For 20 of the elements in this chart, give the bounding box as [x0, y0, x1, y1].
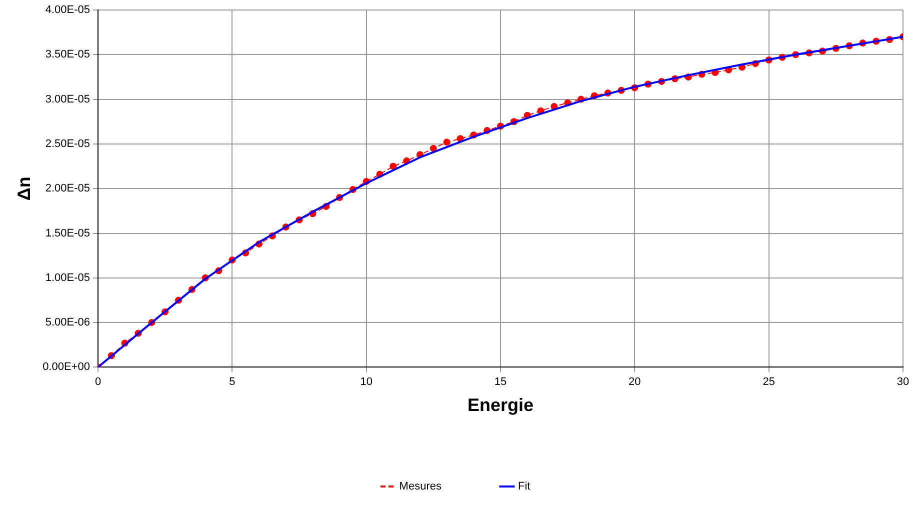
y-tick-label: 2.00E-05 [45, 182, 90, 195]
y-tick-label: 2.50E-05 [45, 138, 90, 150]
y-axis-title: Δn [14, 176, 34, 201]
y-tick-label: 5.00E-06 [45, 316, 90, 329]
y-tick-label: 1.50E-05 [45, 227, 90, 240]
x-tick-label: 5 [229, 376, 236, 388]
x-tick-label: 10 [360, 376, 372, 388]
x-tick-label: 25 [762, 376, 775, 388]
x-tick-label: 30 [896, 376, 910, 388]
y-tick-label: 0.00E+00 [42, 361, 90, 374]
y-tick-label: 1.00E-05 [45, 272, 90, 284]
x-tick-label: 0 [94, 376, 102, 388]
y-tick-label: 4.00E-05 [45, 4, 90, 16]
legend-label: Mesures [399, 480, 442, 493]
y-tick-label: 3.50E-05 [45, 48, 90, 61]
legend-label: Fit [518, 480, 530, 493]
x-tick-label: 20 [628, 376, 641, 388]
x-axis-title: Energie [467, 395, 534, 416]
x-tick-label: 15 [494, 376, 507, 388]
y-tick-label: 3.00E-05 [45, 93, 90, 106]
